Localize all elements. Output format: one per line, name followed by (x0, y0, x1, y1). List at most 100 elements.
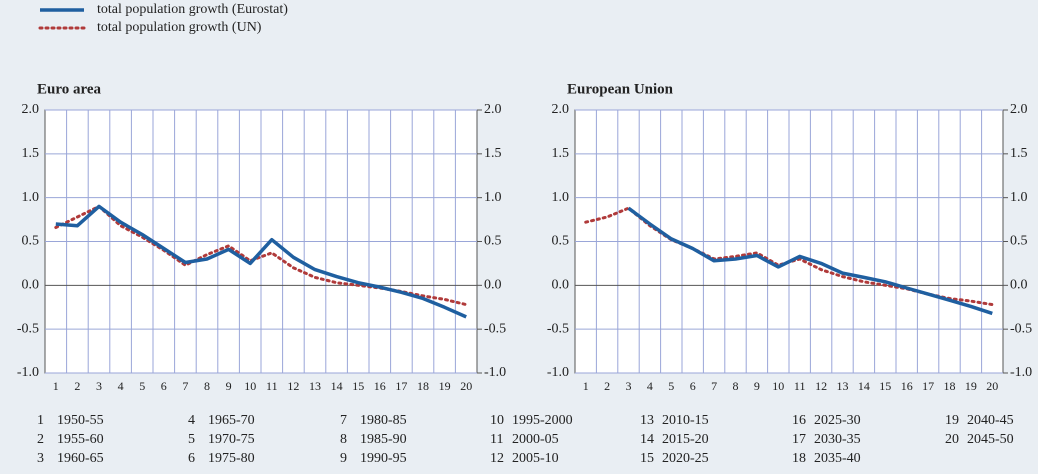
x-tick-label: 18 (417, 379, 429, 393)
x-tick-label: 12 (287, 379, 299, 393)
x-tick-label: 15 (879, 379, 891, 393)
x-tick-label: 15 (352, 379, 364, 393)
y2-tick-label: 0.0 (484, 278, 502, 293)
y-tick-label: 0.0 (22, 278, 40, 293)
x-tick-label: 7 (182, 379, 188, 393)
key-number: 5 (188, 432, 195, 447)
y-tick-label: 1.5 (552, 146, 570, 161)
key-label: 2020-25 (662, 451, 709, 466)
key-number: 8 (340, 432, 347, 447)
x-tick-label: 2 (74, 379, 80, 393)
key-number: 13 (640, 413, 654, 428)
x-tick-label: 14 (858, 379, 870, 393)
y-tick-label: 0.5 (552, 234, 570, 249)
y-tick-label: -0.5 (547, 321, 569, 336)
key-label: 2000-05 (512, 432, 559, 447)
key-number: 15 (640, 451, 654, 466)
x-tick-label: 3 (96, 379, 102, 393)
key-label: 2030-35 (814, 432, 861, 447)
key-number: 20 (945, 432, 959, 447)
y-tick-label: 2.0 (22, 102, 40, 117)
y2-tick-label: -0.5 (484, 321, 506, 336)
y2-tick-label: -1.0 (484, 365, 506, 380)
x-tick-label: 13 (837, 379, 849, 393)
y-tick-label: 1.0 (552, 190, 570, 205)
x-tick-label: 9 (226, 379, 232, 393)
y-tick-label: 1.0 (22, 190, 40, 205)
x-tick-label: 8 (204, 379, 210, 393)
key-label: 1960-65 (57, 451, 104, 466)
key-number: 4 (188, 413, 195, 428)
x-tick-label: 4 (118, 379, 124, 393)
series-line (55, 204, 467, 319)
key-number: 3 (37, 451, 44, 466)
x-tick-label: 10 (772, 379, 784, 393)
y-tick-label: -0.5 (17, 321, 39, 336)
x-tick-label: 1 (583, 379, 589, 393)
y-tick-label: -1.0 (17, 365, 39, 380)
y2-tick-label: -0.5 (1010, 321, 1032, 336)
x-tick-label: 1 (53, 379, 59, 393)
x-tick-label: 11 (794, 379, 806, 393)
key-number: 7 (340, 413, 347, 428)
x-tick-label: 19 (965, 379, 977, 393)
x-tick-label: 20 (986, 379, 998, 393)
y-tick-label: 0.5 (22, 234, 40, 249)
key-label: 2040-45 (967, 413, 1014, 428)
x-tick-label: 9 (754, 379, 760, 393)
key-number: 18 (792, 451, 806, 466)
x-tick-label: 13 (309, 379, 321, 393)
y-tick-label: 2.0 (552, 102, 570, 117)
key-number: 17 (792, 432, 806, 447)
key-label: 1980-85 (360, 413, 407, 428)
key-number: 10 (490, 413, 504, 428)
legend-label: total population growth (UN) (97, 20, 262, 35)
key-number: 9 (340, 451, 347, 466)
x-tick-label: 11 (266, 379, 278, 393)
key-label: 1970-75 (208, 432, 255, 447)
chart-title: Euro area (37, 81, 102, 97)
x-tick-label: 18 (944, 379, 956, 393)
x-tick-label: 10 (244, 379, 256, 393)
key-number: 11 (490, 432, 503, 447)
key-number: 12 (490, 451, 504, 466)
x-tick-label: 12 (815, 379, 827, 393)
x-tick-label: 6 (690, 379, 696, 393)
x-tick-label: 6 (161, 379, 167, 393)
key-number: 19 (945, 413, 959, 428)
x-tick-label: 16 (374, 379, 386, 393)
x-tick-label: 16 (901, 379, 913, 393)
x-tick-label: 19 (439, 379, 451, 393)
x-tick-label: 17 (922, 379, 934, 393)
y2-tick-label: 1.0 (484, 190, 502, 205)
x-tick-label: 2 (604, 379, 610, 393)
key-label: 1950-55 (57, 413, 104, 428)
x-tick-label: 5 (139, 379, 145, 393)
key-number: 14 (640, 432, 654, 447)
key-label: 1965-70 (208, 413, 255, 428)
key-number: 6 (188, 451, 195, 466)
key-label: 2005-10 (512, 451, 559, 466)
key-number: 16 (792, 413, 806, 428)
x-tick-label: 17 (395, 379, 407, 393)
legend-label: total population growth (Eurostat) (97, 2, 288, 17)
y2-tick-label: 0.0 (1010, 278, 1028, 293)
key-label: 2045-50 (967, 432, 1014, 447)
y-tick-label: 1.5 (22, 146, 40, 161)
y2-tick-label: 1.5 (1010, 146, 1028, 161)
y-tick-label: 0.0 (552, 278, 570, 293)
key-label: 2025-30 (814, 413, 861, 428)
y-tick-label: -1.0 (547, 365, 569, 380)
key-number: 2 (37, 432, 44, 447)
y2-tick-label: 2.0 (484, 102, 502, 117)
key-label: 2035-40 (814, 451, 861, 466)
key-label: 2015-20 (662, 432, 709, 447)
x-tick-label: 20 (460, 379, 472, 393)
series-line (627, 206, 993, 316)
x-tick-label: 7 (711, 379, 717, 393)
chart-title: European Union (567, 81, 674, 97)
y2-tick-label: 0.5 (1010, 234, 1028, 249)
x-tick-label: 4 (647, 379, 653, 393)
y2-tick-label: 1.0 (1010, 190, 1028, 205)
